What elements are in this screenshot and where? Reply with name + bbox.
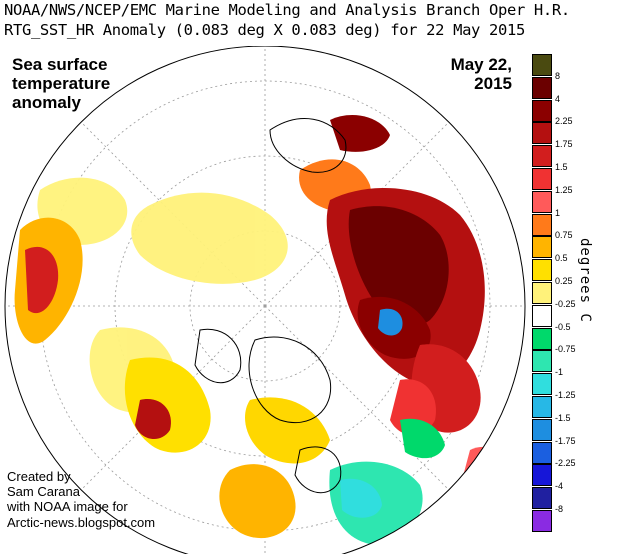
map-title: Sea surface temperature anomaly bbox=[12, 55, 152, 112]
polar-sst-anomaly-map bbox=[4, 46, 526, 554]
legend-label: 8 bbox=[555, 70, 561, 81]
legend-label: -2.25 bbox=[555, 458, 576, 469]
title-line: temperature bbox=[12, 74, 111, 93]
credit-note: Created by Sam Carana with NOAA image fo… bbox=[7, 469, 155, 530]
legend-swatch bbox=[532, 259, 552, 282]
date-line: May 22, bbox=[450, 55, 512, 74]
legend-label: 0.75 bbox=[555, 230, 573, 241]
legend-swatch bbox=[532, 282, 552, 304]
credit-line: Sam Carana bbox=[7, 484, 80, 500]
legend-label: 0.5 bbox=[555, 253, 568, 264]
legend-swatch bbox=[532, 487, 552, 510]
legend-label: -1 bbox=[555, 367, 564, 378]
legend-label: 1.25 bbox=[555, 184, 573, 195]
legend-swatch bbox=[532, 76, 552, 99]
date-line: 2015 bbox=[474, 74, 512, 93]
legend-label: -1.25 bbox=[555, 390, 576, 400]
legend-label: 1.75 bbox=[555, 139, 573, 150]
legend-swatch bbox=[532, 122, 552, 145]
legend-swatch bbox=[532, 350, 552, 373]
legend-swatch bbox=[532, 190, 552, 213]
strong-warm-anomaly bbox=[326, 115, 485, 435]
legend-label: -1.5 bbox=[555, 412, 571, 423]
legend-label: 4 bbox=[555, 93, 561, 104]
legend-label: 2.25 bbox=[555, 116, 573, 127]
legend-label: -0.25 bbox=[555, 298, 576, 309]
legend-swatch bbox=[532, 418, 552, 441]
legend-label: -1.75 bbox=[555, 435, 576, 446]
land-outlines bbox=[194, 118, 347, 494]
legend-swatch bbox=[532, 236, 552, 259]
credit-line: with NOAA image for bbox=[7, 499, 128, 515]
legend-swatch bbox=[532, 168, 552, 190]
legend-swatch bbox=[532, 396, 552, 418]
legend-swatch bbox=[532, 213, 552, 236]
legend-label: -0.75 bbox=[555, 344, 576, 355]
credit-line: Created by bbox=[7, 469, 71, 484]
credit-line: Arctic-news.blogspot.com bbox=[7, 514, 156, 530]
legend-swatch bbox=[532, 145, 552, 168]
legend-swatch bbox=[532, 327, 552, 350]
legend-swatch bbox=[532, 373, 552, 396]
legend-label: 1 bbox=[555, 207, 561, 218]
header-line-2: RTG_SST_HR Anomaly (0.083 deg X 0.083 de… bbox=[4, 21, 525, 39]
legend-swatch bbox=[532, 99, 552, 122]
legend-label: 1.5 bbox=[555, 162, 568, 172]
title-line: anomaly bbox=[12, 93, 81, 112]
legend-unit: degrees C bbox=[577, 238, 593, 323]
legend-label: 0.25 bbox=[555, 276, 573, 286]
legend-swatch bbox=[532, 54, 552, 76]
legend-swatch bbox=[532, 464, 552, 487]
legend-label: -4 bbox=[555, 481, 564, 492]
legend-swatch bbox=[532, 304, 552, 327]
header-line-1: NOAA/NWS/NCEP/EMC Marine Modeling and An… bbox=[4, 1, 570, 19]
map-date: May 22, 2015 bbox=[392, 55, 512, 93]
legend-label: -8 bbox=[555, 504, 564, 514]
legend-swatch bbox=[532, 441, 552, 464]
legend-label: -0.5 bbox=[555, 321, 571, 332]
legend-swatch bbox=[532, 510, 552, 532]
title-line: Sea surface bbox=[12, 55, 108, 74]
